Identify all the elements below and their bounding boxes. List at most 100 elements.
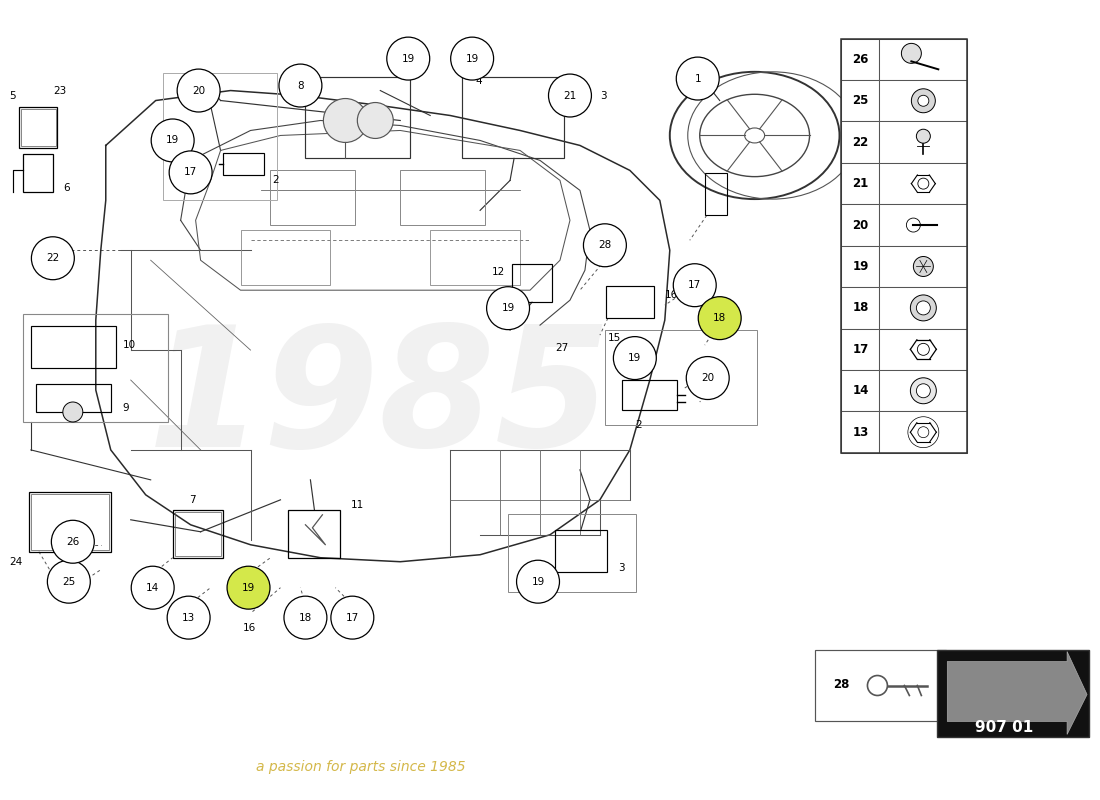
Text: 26: 26 [66,537,79,546]
Bar [842,287,879,329]
Bar [606,286,653,318]
Bar [842,80,879,122]
Circle shape [387,37,430,80]
Circle shape [279,64,322,107]
Polygon shape [947,651,1087,734]
Bar [879,411,967,453]
Circle shape [131,566,174,609]
Circle shape [227,566,270,609]
Bar [879,204,967,246]
Bar [175,512,221,556]
Bar [508,514,636,592]
Text: 17: 17 [852,343,869,356]
Circle shape [686,357,729,399]
Circle shape [917,178,928,189]
Circle shape [917,343,930,355]
Text: 21: 21 [563,90,576,101]
Circle shape [323,98,367,142]
Bar [842,329,879,370]
Bar [879,246,967,287]
Text: 20: 20 [701,373,714,383]
Bar [556,530,607,572]
Bar [29,492,111,552]
Text: 27: 27 [556,343,569,353]
Text: 13: 13 [852,426,869,438]
Text: 28: 28 [598,240,612,250]
Text: 23: 23 [53,86,66,95]
Text: 7: 7 [188,495,196,505]
Text: 14: 14 [146,582,160,593]
Text: 5: 5 [9,90,15,101]
Circle shape [913,257,933,277]
Circle shape [63,402,82,422]
Bar [31,326,116,368]
Bar [842,163,879,204]
Bar [23,314,167,422]
Circle shape [917,95,928,106]
Text: 25: 25 [63,577,76,586]
Text: 12: 12 [492,267,505,278]
Bar [19,106,57,149]
Circle shape [549,74,592,117]
Text: 19: 19 [852,260,869,273]
Text: 26: 26 [852,53,869,66]
Text: 907 01: 907 01 [975,720,1033,735]
Bar [23,154,53,192]
Circle shape [358,102,394,138]
Text: 18: 18 [299,613,312,622]
Text: a passion for parts since 1985: a passion for parts since 1985 [255,760,465,774]
Text: 19: 19 [628,353,641,363]
Circle shape [52,520,95,563]
Bar [705,174,727,215]
Bar [814,650,946,722]
Text: 20: 20 [192,86,206,95]
Bar [879,163,967,204]
Circle shape [868,675,888,695]
Circle shape [583,224,626,266]
Bar [842,204,879,246]
Text: 24: 24 [9,557,22,566]
Circle shape [486,286,529,330]
Bar [879,80,967,122]
Circle shape [912,89,935,113]
Circle shape [451,37,494,80]
Circle shape [151,119,194,162]
Circle shape [32,237,75,280]
Text: 10: 10 [123,340,136,350]
Circle shape [911,295,936,321]
Text: 22: 22 [852,136,869,149]
Bar [31,494,109,550]
Bar [400,170,485,226]
Text: 19: 19 [402,54,415,63]
Bar [879,370,967,411]
Bar [879,122,967,163]
Bar [222,154,264,175]
Bar [842,122,879,163]
Circle shape [911,378,936,404]
Text: 17: 17 [689,280,702,290]
Bar [36,384,111,412]
Bar [173,510,222,558]
Bar [842,411,879,453]
Circle shape [177,69,220,112]
Text: 17: 17 [184,167,197,178]
Text: 2: 2 [635,420,641,430]
Circle shape [906,218,921,232]
Bar [842,38,879,80]
Text: 4: 4 [475,75,482,86]
Bar [306,77,410,158]
Circle shape [517,560,560,603]
Text: 18: 18 [852,302,869,314]
Circle shape [916,301,931,315]
Text: 14: 14 [852,384,869,398]
Bar [842,38,967,453]
Text: 9: 9 [123,403,130,413]
Text: 25: 25 [852,94,869,107]
Text: 3: 3 [618,562,625,573]
Text: 20: 20 [852,218,869,231]
Bar [937,650,1089,738]
Circle shape [169,151,212,194]
Circle shape [167,596,210,639]
Text: 2: 2 [273,175,279,186]
Bar [879,38,967,80]
